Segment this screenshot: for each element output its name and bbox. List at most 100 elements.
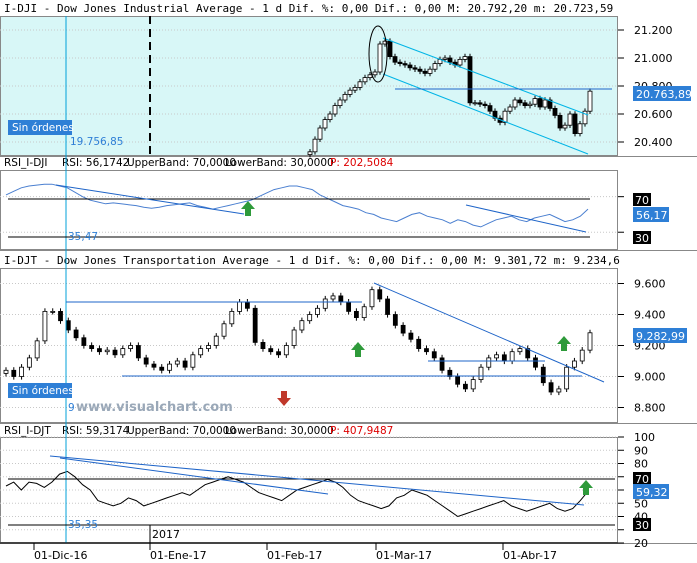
dji-candle bbox=[447, 57, 453, 63]
djt-candle bbox=[385, 298, 390, 315]
djt-candle bbox=[198, 348, 204, 356]
djt-candle bbox=[533, 357, 538, 368]
right-labels: 20.763,89 70 56,17 30 9.282,99 70 59,32 … bbox=[633, 86, 692, 532]
dji-candle bbox=[482, 103, 488, 106]
dji-candle bbox=[352, 87, 358, 91]
dji-candle bbox=[542, 99, 548, 108]
djt-candle bbox=[182, 360, 188, 368]
y-tick-label: 9.000 bbox=[634, 371, 666, 384]
dji-candle bbox=[427, 68, 433, 74]
djt-candle bbox=[572, 360, 577, 368]
djt-candle bbox=[392, 314, 398, 326]
panel3-sin-ordenes-box bbox=[8, 383, 72, 398]
dji-candle bbox=[572, 113, 578, 135]
panel2-30-box bbox=[633, 231, 651, 244]
dji-candle bbox=[517, 99, 523, 104]
panel3-price-label: 9.282,99 bbox=[636, 330, 685, 343]
djt-candle bbox=[307, 314, 313, 322]
djt-candle bbox=[89, 345, 95, 349]
panel4-value-label: 59,32 bbox=[636, 486, 668, 499]
dji-candle bbox=[507, 106, 513, 112]
x-axis: 01-Dic-16 01-Ene-17 01-Feb-17 01-Mar-17 01-A… bbox=[0, 542, 618, 562]
dji-candle bbox=[357, 81, 363, 88]
djt-candle bbox=[65, 320, 71, 331]
dji-candle bbox=[522, 102, 528, 107]
dji-candle bbox=[442, 57, 448, 60]
dji-candle bbox=[432, 63, 438, 70]
dji-ellipse-mark bbox=[368, 25, 388, 83]
panel4-p: P: 407,9487 bbox=[330, 425, 393, 437]
panel4-30-label: 30 bbox=[635, 519, 649, 532]
y-tick-label: 9.400 bbox=[634, 309, 666, 322]
dji-candle bbox=[487, 105, 493, 112]
panel2-value-box bbox=[633, 207, 669, 222]
djt-candle bbox=[81, 337, 87, 346]
djt-candle bbox=[315, 307, 320, 315]
y-tick-label: 80 bbox=[634, 458, 648, 471]
djt-candle bbox=[346, 301, 352, 312]
dji-candle bbox=[342, 94, 348, 101]
left-labels: Sin órdenes 19.756,85 35,47 Sin órdenes … bbox=[8, 120, 123, 531]
djt-candle bbox=[564, 366, 570, 390]
djt-candle bbox=[221, 323, 227, 337]
djt-up-arrow-1 bbox=[351, 342, 365, 357]
x-tick-label: 01-Mar-17 bbox=[376, 549, 432, 562]
panel3-sin-ordenes: Sin órdenes bbox=[12, 385, 74, 397]
panel2-drawings bbox=[8, 184, 590, 238]
y-tick-label: 20.400 bbox=[634, 136, 673, 149]
panel4-name: RSI_I-DJT bbox=[4, 425, 51, 437]
djt-candle bbox=[159, 366, 165, 371]
djt-candle bbox=[58, 310, 63, 322]
djt-candle bbox=[377, 289, 383, 300]
djt-candle bbox=[509, 351, 515, 362]
djt-candle bbox=[439, 357, 445, 371]
djt-candle bbox=[174, 360, 180, 365]
djt-candle bbox=[151, 363, 157, 368]
panel4-30-box bbox=[633, 518, 651, 531]
djt-candle bbox=[135, 345, 141, 359]
dji-candle bbox=[372, 71, 378, 76]
djt-candle bbox=[73, 329, 79, 339]
djt-candle bbox=[353, 310, 359, 318]
dji-candle bbox=[392, 56, 398, 63]
x-axis-year-label: 2017 bbox=[152, 528, 180, 541]
panel4-upper: UpperBand: 70,0000 bbox=[127, 425, 236, 437]
rsi-djt-trend-2 bbox=[59, 457, 329, 495]
panel4-70-box bbox=[633, 472, 651, 485]
y-tick-label: 20.600 bbox=[634, 108, 673, 121]
djt-candle bbox=[26, 357, 32, 368]
djt-trend-down bbox=[373, 282, 605, 383]
djt-candle bbox=[213, 335, 219, 346]
djt-candle bbox=[463, 383, 468, 390]
djt-candle bbox=[11, 369, 17, 377]
dji-candle bbox=[402, 63, 408, 66]
panel4-header: RSI_I-DJT RSI: 59,3174 UpperBand: 70,000… bbox=[4, 425, 393, 437]
y-tick-label: 9.600 bbox=[634, 278, 666, 291]
djt-candle bbox=[494, 354, 499, 359]
x-tick-label: 01-Dic-16 bbox=[34, 549, 88, 562]
dji-candle bbox=[582, 110, 588, 125]
watermark: www.visualchart.com bbox=[76, 400, 233, 415]
djt-candle bbox=[478, 366, 484, 381]
djt-candle bbox=[128, 345, 133, 349]
dji-candle bbox=[587, 90, 593, 112]
dji-candle bbox=[382, 40, 388, 45]
panel1-price-label: 20.763,89 bbox=[636, 88, 692, 101]
djt-candle bbox=[3, 369, 9, 374]
y-tick-label: 20 bbox=[634, 537, 648, 550]
panel2-value-label: 56,17 bbox=[636, 209, 668, 222]
djt-candle bbox=[112, 349, 118, 356]
y-tick-label: 8.800 bbox=[634, 402, 666, 415]
y-tick-label: 90 bbox=[634, 444, 648, 457]
dji-candle bbox=[502, 110, 508, 123]
panel4-drawings bbox=[8, 455, 615, 526]
djt-candle bbox=[501, 354, 507, 362]
djt-candle bbox=[244, 301, 250, 309]
djt-candle bbox=[361, 306, 367, 319]
dji-candle bbox=[332, 105, 338, 115]
dji-candle bbox=[407, 64, 413, 69]
x-tick-label: 01-Abr-17 bbox=[503, 549, 557, 562]
dji-candle bbox=[552, 108, 558, 116]
panel2-70-label: 70 bbox=[635, 194, 649, 207]
djt-candle bbox=[50, 310, 56, 313]
